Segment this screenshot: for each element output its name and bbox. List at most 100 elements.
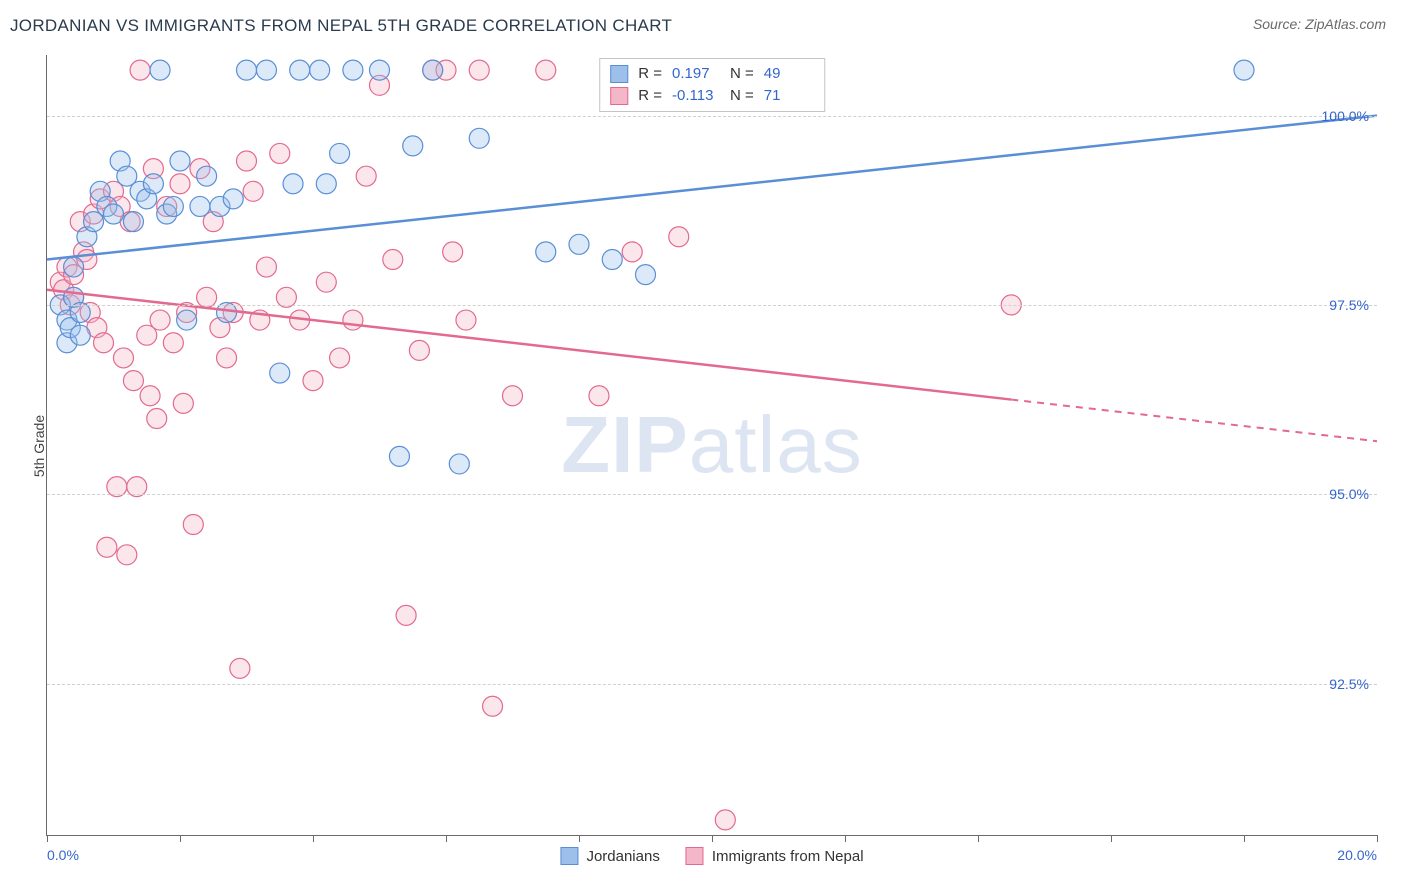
data-point (147, 408, 167, 428)
data-point (123, 371, 143, 391)
data-point (423, 60, 443, 80)
xtick (47, 835, 48, 842)
data-point (170, 174, 190, 194)
swatch-nepal (610, 87, 628, 105)
stats-row-nepal: R = -0.113 N = 71 (610, 85, 812, 107)
data-point (117, 545, 137, 565)
swatch-nepal (686, 847, 704, 865)
data-point (536, 242, 556, 262)
n-label: N = (730, 63, 754, 85)
xtick-label: 0.0% (47, 847, 79, 863)
trend-line-extrapolated (1011, 400, 1377, 442)
data-point (396, 605, 416, 625)
y-axis-label: 5th Grade (31, 415, 47, 477)
data-point (330, 348, 350, 368)
gridline (47, 116, 1377, 117)
r-value-jordanians: 0.197 (672, 63, 720, 85)
data-point (113, 348, 133, 368)
trend-line (47, 290, 1011, 400)
data-point (310, 60, 330, 80)
data-point (589, 386, 609, 406)
data-point (356, 166, 376, 186)
n-label: N = (730, 85, 754, 107)
n-value-jordanians: 49 (764, 63, 812, 85)
data-point (449, 454, 469, 474)
data-point (569, 234, 589, 254)
gridline (47, 305, 1377, 306)
data-point (330, 143, 350, 163)
xtick (1111, 835, 1112, 842)
data-point (389, 446, 409, 466)
data-point (237, 60, 257, 80)
r-label: R = (638, 63, 662, 85)
xtick (579, 835, 580, 842)
data-point (163, 333, 183, 353)
data-point (123, 212, 143, 232)
stats-legend-box: R = 0.197 N = 49 R = -0.113 N = 71 (599, 58, 825, 112)
xtick (1377, 835, 1378, 842)
data-point (94, 333, 114, 353)
legend-item-nepal: Immigrants from Nepal (686, 847, 864, 865)
data-point (197, 166, 217, 186)
data-point (230, 658, 250, 678)
gridline (47, 494, 1377, 495)
ytick-label: 95.0% (1329, 486, 1369, 502)
gridline (47, 684, 1377, 685)
xtick (978, 835, 979, 842)
data-point (104, 204, 124, 224)
xtick (845, 835, 846, 842)
xtick (1244, 835, 1245, 842)
swatch-jordanians (560, 847, 578, 865)
data-point (403, 136, 423, 156)
data-point (409, 340, 429, 360)
data-point (183, 515, 203, 535)
ytick-label: 100.0% (1322, 108, 1369, 124)
data-point (170, 151, 190, 171)
n-value-nepal: 71 (764, 85, 812, 107)
data-point (270, 143, 290, 163)
data-point (370, 60, 390, 80)
bottom-legend: Jordanians Immigrants from Nepal (560, 847, 863, 865)
data-point (150, 310, 170, 330)
legend-item-jordanians: Jordanians (560, 847, 659, 865)
ytick-label: 92.5% (1329, 676, 1369, 692)
data-point (636, 265, 656, 285)
xtick (180, 835, 181, 842)
title-bar: JORDANIAN VS IMMIGRANTS FROM NEPAL 5TH G… (10, 16, 1396, 46)
source-text: Source: ZipAtlas.com (1253, 16, 1386, 32)
data-point (190, 196, 210, 216)
chart-title: JORDANIAN VS IMMIGRANTS FROM NEPAL 5TH G… (10, 16, 672, 35)
data-point (602, 249, 622, 269)
data-point (237, 151, 257, 171)
data-point (503, 386, 523, 406)
data-point (290, 60, 310, 80)
data-point (383, 249, 403, 269)
xtick (446, 835, 447, 842)
xtick-label: 20.0% (1337, 847, 1377, 863)
data-point (316, 272, 336, 292)
data-point (256, 257, 276, 277)
r-label: R = (638, 85, 662, 107)
data-point (140, 386, 160, 406)
data-point (456, 310, 476, 330)
stats-row-jordanians: R = 0.197 N = 49 (610, 63, 812, 85)
data-point (536, 60, 556, 80)
data-point (64, 257, 84, 277)
data-point (97, 537, 117, 557)
data-point (669, 227, 689, 247)
data-point (223, 189, 243, 209)
ytick-label: 97.5% (1329, 297, 1369, 313)
swatch-jordanians (610, 65, 628, 83)
legend-label-jordanians: Jordanians (586, 848, 659, 865)
data-point (173, 393, 193, 413)
data-point (270, 363, 290, 383)
data-point (256, 60, 276, 80)
data-point (1234, 60, 1254, 80)
xtick (313, 835, 314, 842)
data-point (343, 310, 363, 330)
data-point (715, 810, 735, 830)
chart-container: JORDANIAN VS IMMIGRANTS FROM NEPAL 5TH G… (0, 0, 1406, 892)
data-point (70, 325, 90, 345)
data-point (143, 174, 163, 194)
data-point (130, 60, 150, 80)
